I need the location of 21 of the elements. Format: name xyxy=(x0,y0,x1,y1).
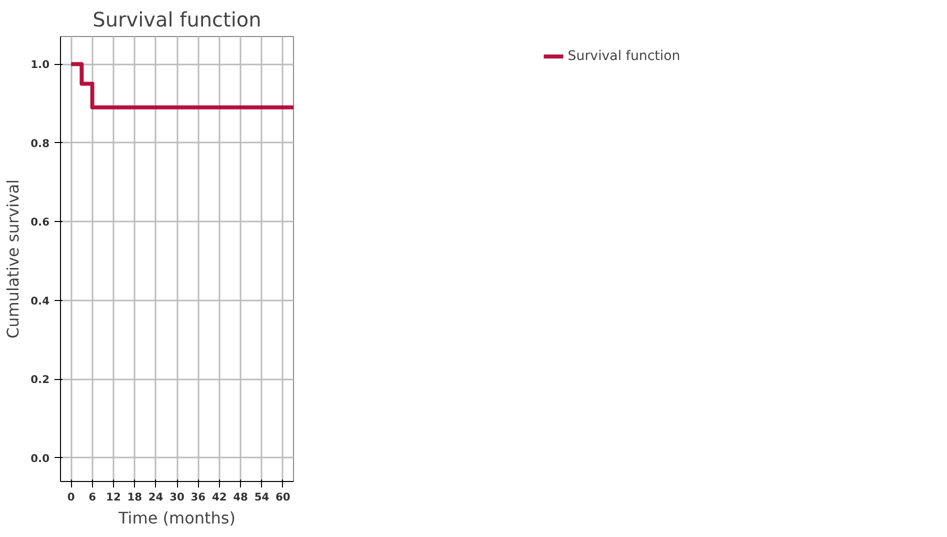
x-tick-label: 30 xyxy=(170,490,184,504)
x-tick-label: 54 xyxy=(254,490,270,504)
y-tick-label: 0.6 xyxy=(30,216,50,229)
y-tick-label: 1.0 xyxy=(30,58,50,72)
x-tick-label: 48 xyxy=(233,490,248,504)
x-tick-label: 60 xyxy=(275,490,290,504)
legend-label: Survival function xyxy=(568,48,680,64)
y-tick-label: 0.8 xyxy=(30,136,50,150)
x-tick-label: 12 xyxy=(106,490,121,504)
y-tick-label: 0.0 xyxy=(30,452,50,465)
y-axis-title: Cumulative survival xyxy=(4,179,23,339)
y-tick-label: 0.2 xyxy=(30,373,50,386)
chart-title: Survival function xyxy=(92,8,262,32)
x-axis-title: Time (months) xyxy=(118,508,236,528)
y-tick-label: 0.4 xyxy=(30,294,50,308)
x-tick-label: 24 xyxy=(148,490,164,504)
x-tick-label: 0 xyxy=(67,490,75,504)
x-tick-label: 36 xyxy=(190,490,206,504)
x-tick-label: 6 xyxy=(88,490,96,504)
x-tick-label: 18 xyxy=(127,490,142,504)
x-tick-label: 42 xyxy=(212,490,227,504)
